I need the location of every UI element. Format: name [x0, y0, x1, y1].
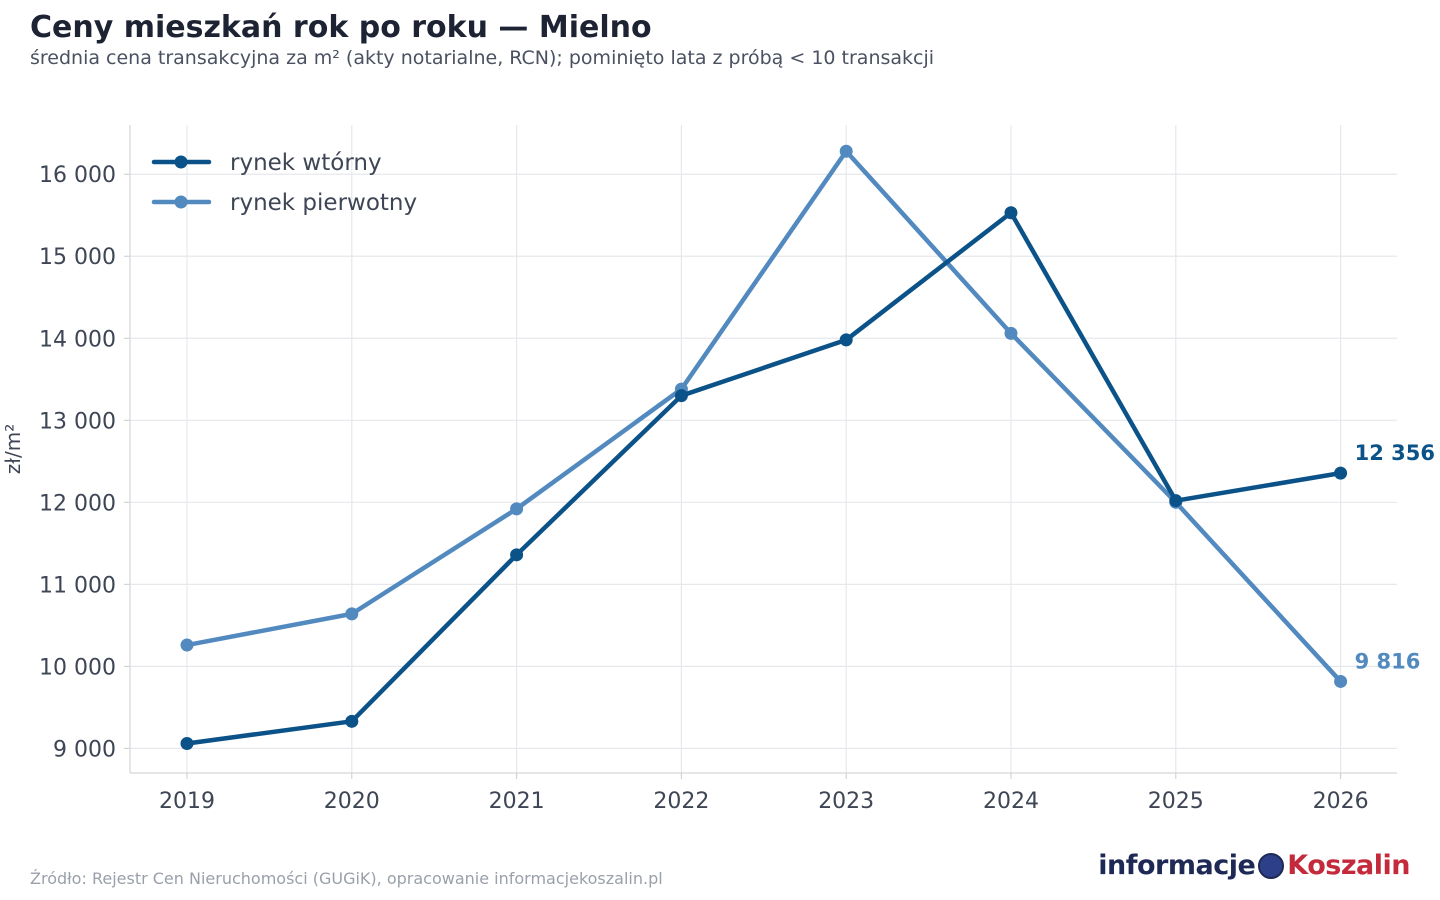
grid-layer — [130, 125, 1397, 773]
x-tick-label: 2026 — [1313, 789, 1369, 814]
chart-subtitle: średnia cena transakcyjna za m² (akty no… — [30, 47, 935, 69]
logo-emblem-icon — [1258, 852, 1285, 879]
legend-marker — [174, 155, 188, 169]
labels-layer: 9 816 12 356 — [1355, 441, 1435, 673]
y-tick-label: 14 000 — [39, 327, 116, 352]
x-tick-label: 2025 — [1148, 789, 1204, 814]
series-line — [184, 148, 1343, 684]
chart-title: Ceny mieszkań rok po roku — Mielno — [30, 10, 652, 45]
legend: rynek wtórny rynek pierwotny — [151, 150, 417, 216]
data-point — [1169, 494, 1183, 508]
data-point — [510, 548, 524, 562]
axes-layer: 9 000 10 000 11 000 12 000 13 000 14 000 15 00… — [1, 125, 1397, 814]
x-tick-label: 2024 — [983, 789, 1039, 814]
data-point — [1004, 326, 1018, 340]
y-tick-label: 16 000 — [39, 163, 116, 188]
y-axis-label: zł/m² — [1, 424, 25, 474]
data-point — [510, 502, 524, 516]
logo-text-koszalin: Koszalin — [1287, 850, 1410, 881]
legend-label: rynek wtórny — [230, 150, 382, 176]
data-point — [180, 736, 194, 750]
data-point — [839, 333, 853, 347]
brand-logo: informacje Koszalin — [1098, 850, 1410, 881]
source-note: Źródło: Rejestr Cen Nieruchomości (GUGiK… — [30, 869, 663, 888]
x-tick-label: 2021 — [489, 789, 545, 814]
series-line — [184, 210, 1343, 746]
x-tick-label: 2019 — [159, 789, 215, 814]
x-tick-label: 2023 — [818, 789, 874, 814]
data-point — [1334, 674, 1348, 688]
y-tick-label: 13 000 — [39, 409, 116, 434]
y-tick-label: 11 000 — [39, 573, 116, 598]
data-point — [1004, 206, 1018, 220]
x-tick-label: 2020 — [324, 789, 380, 814]
y-tick-label: 9 000 — [53, 737, 116, 762]
legend-label: rynek pierwotny — [230, 190, 417, 216]
end-value-label: 12 356 — [1355, 441, 1435, 465]
data-point — [1334, 466, 1348, 480]
y-tick-label: 15 000 — [39, 245, 116, 270]
logo-text-informacje: informacje — [1098, 850, 1256, 881]
data-point — [839, 144, 853, 158]
data-point — [180, 638, 194, 652]
y-tick-label: 10 000 — [39, 655, 116, 680]
legend-marker — [174, 195, 188, 209]
data-point — [674, 389, 688, 403]
series-layer — [180, 144, 1348, 750]
data-point — [345, 607, 359, 621]
x-tick-label: 2022 — [653, 789, 709, 814]
data-point — [345, 714, 359, 728]
end-value-label: 9 816 — [1355, 649, 1421, 673]
y-tick-label: 12 000 — [39, 491, 116, 516]
